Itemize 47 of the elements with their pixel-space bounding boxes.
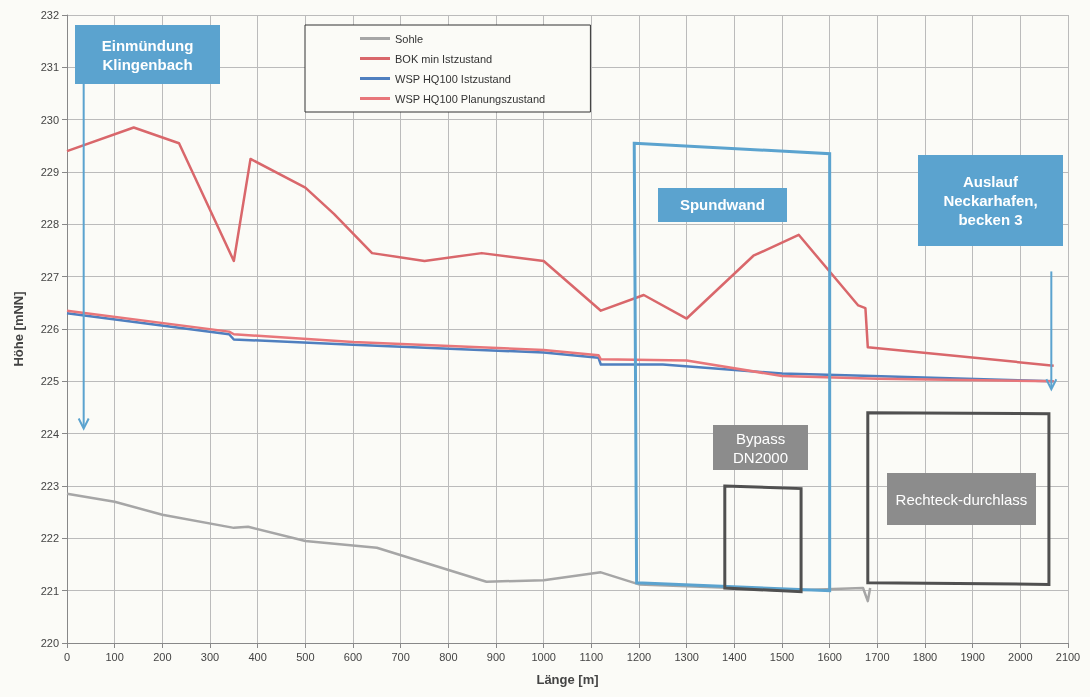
x-tick-label: 1200	[626, 650, 652, 663]
x-tick-label: 300	[200, 650, 220, 663]
x-tick-label: 1900	[960, 650, 985, 663]
legend-label: WSP HQ100 Planungszustand	[395, 92, 546, 105]
y-tick-label: 230	[40, 113, 59, 126]
y-tick-label: 232	[40, 9, 59, 21]
x-tick-label: 1600	[817, 650, 842, 663]
y-tick-label: 224	[40, 427, 59, 440]
x-tick-label: 600	[343, 650, 363, 663]
legend-label: WSP HQ100 Istzustand	[395, 72, 511, 85]
x-tick-label: 1100	[579, 650, 604, 663]
x-tick-label: 2000	[1008, 650, 1033, 663]
x-tick-label: 400	[248, 650, 267, 663]
y-tick-label: 222	[40, 532, 59, 545]
y-axis-title: Höhe [mNN]	[11, 291, 26, 367]
label-box: Einmündung Klingenbach	[75, 25, 220, 85]
label-box: Spundwand	[658, 187, 787, 222]
x-tick-label: 700	[391, 650, 410, 663]
y-tick-label: 229	[40, 166, 59, 178]
label-box: Bypass DN2000	[712, 425, 809, 471]
y-tick-label: 231	[40, 61, 59, 74]
x-tick-label: 200	[153, 650, 172, 663]
x-tick-label: 800	[439, 650, 458, 663]
x-tick-label: 1700	[865, 650, 890, 663]
x-tick-label: 1500	[769, 650, 795, 663]
y-tick-label: 228	[40, 218, 59, 231]
x-tick-label: 1800	[912, 650, 938, 663]
x-tick-label: 1300	[674, 650, 699, 663]
y-tick-label: 226	[40, 323, 59, 335]
x-tick-label: 900	[486, 650, 506, 663]
label-box: Auslauf Neckarhafen, becken 3	[917, 155, 1064, 247]
legend-label: BOK min Istzustand	[395, 52, 493, 65]
y-tick-label: 225	[40, 375, 59, 388]
x-tick-label: 1000	[531, 650, 556, 663]
legend-label: Sohle	[395, 32, 424, 45]
y-tick-label: 220	[40, 637, 59, 649]
x-tick-label: 500	[296, 650, 315, 663]
line-series	[65, 126, 1055, 367]
label-box: Rechteck-durchlass	[886, 472, 1037, 526]
y-tick-label: 223	[40, 480, 59, 492]
x-tick-label: 1400	[722, 650, 747, 663]
y-tick-label: 221	[40, 584, 59, 597]
x-tick-label: 2100	[1055, 650, 1081, 663]
x-tick-label: 0	[63, 650, 71, 663]
x-axis-title: Länge [m]	[536, 672, 599, 687]
y-tick-label: 227	[40, 270, 59, 283]
x-tick-label: 100	[105, 650, 124, 663]
